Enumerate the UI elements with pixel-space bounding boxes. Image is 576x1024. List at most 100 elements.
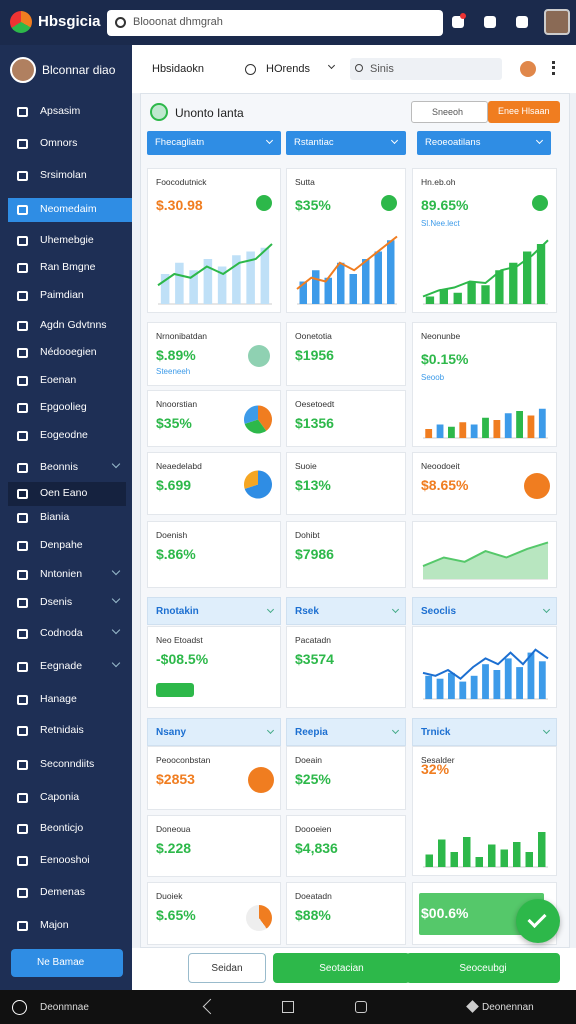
top-icon[interactable] [484,16,496,28]
bar [493,670,501,699]
nav-icon [17,598,28,608]
back-button[interactable] [202,998,219,1015]
filter-dropdown[interactable]: Fhecagliatn [147,131,281,155]
tab-chevron [327,61,336,70]
sub-menu[interactable] [552,61,555,75]
section-header[interactable]: Reepia [286,718,406,746]
sub-search-text: Sinis [370,63,394,75]
nav-item[interactable]: Biania [0,506,132,530]
card: Hn.eb.oh 89.65% Sl.Nee.lect [412,168,557,313]
nav-item[interactable]: Caponia [0,786,132,810]
nav-item[interactable]: Srsimolan [0,164,132,188]
filter-dropdown[interactable]: Reoeoatilans [417,131,551,155]
section-header[interactable]: Rnotakin [147,597,281,625]
nav-item[interactable]: Paimdian [0,284,132,308]
section-header[interactable]: Seoclis [412,597,557,625]
filter-dropdown[interactable]: Rstantiac [286,131,406,155]
card-icon [524,473,550,499]
nav-item[interactable]: Codnoda [0,622,132,646]
search-box[interactable]: Blooonat dhmgrah [107,10,443,36]
line [422,239,549,298]
notif-dot [460,13,466,19]
top-icon[interactable] [452,16,464,28]
card-value: $.89% [156,347,196,363]
nav-item[interactable]: Seconndiits [0,753,132,777]
nav-item[interactable]: Dsenis [0,591,132,615]
nav-bar: Deonmnae Deonennan [0,990,576,1024]
card-value: $00.6% [421,905,469,921]
line [422,648,549,680]
nav-item[interactable]: Neomedaim [8,198,132,222]
section-title: Trnick [421,727,451,738]
bar [260,247,270,304]
nav-item[interactable]: Agdn Gdvtnns [0,314,132,338]
bar [439,289,448,304]
nav-icon [17,760,28,770]
section-title: Nsany [156,727,187,738]
nav-item[interactable]: Eogeodne [0,424,132,448]
section-header[interactable]: Nsany [147,718,281,746]
nav-item[interactable]: Beonticjo [0,817,132,841]
bar [527,652,535,699]
bar [324,277,332,304]
recents-button[interactable] [282,1001,294,1013]
nav-item[interactable]: Majon [0,914,132,938]
section-header[interactable]: Trnick [412,718,557,746]
bar [438,839,446,867]
bar [500,849,508,867]
panel-button[interactable]: Enee Hlsaan [488,101,560,123]
nav-item[interactable]: Hanage [0,688,132,712]
nav-item[interactable]: Omnors [0,132,132,156]
pie-slice [244,470,258,489]
nav-icon [17,291,28,301]
section-header[interactable]: Rsek [286,597,406,625]
nav-item[interactable]: Eenooshoi [0,849,132,873]
nav-item[interactable]: Eegnade [0,655,132,679]
nav-icon [17,888,28,898]
nav-item[interactable]: Nédooegien [0,341,132,365]
new-button[interactable]: Ne Bamae [11,949,123,977]
bar [481,285,490,304]
panel-icon [150,103,168,121]
nav-item[interactable]: Epgoolieg [0,396,132,420]
nav-item[interactable]: Denpahe [0,534,132,558]
action-button[interactable]: Seoceubgi [406,953,560,983]
assist-button[interactable] [355,1001,367,1013]
nav-item[interactable]: Oen Eano [8,482,126,506]
action-button[interactable]: Seotacian [273,953,410,983]
bar [337,262,345,304]
avatar[interactable] [544,9,570,35]
nav-item[interactable]: Retnidais [0,719,132,743]
card-label: Doeatadn [295,891,332,901]
nav-right-icon [466,1000,479,1013]
card-value: -$08.5% [156,651,209,667]
nav-label: Epgoolieg [40,401,87,413]
sub-search[interactable]: Sinis [350,58,502,80]
fab-check[interactable] [516,899,560,943]
nav-item[interactable]: Demenas [0,881,132,905]
bar [459,422,467,438]
card-label: Neaedelabd [156,461,202,471]
card-label: Sesalder [421,755,455,765]
card-value: $25% [295,771,331,787]
card-value: $13% [295,477,331,493]
chevron [265,136,274,145]
nav-item[interactable]: Ran Bmgne [0,256,132,280]
card-label: Doooeien [295,824,332,834]
card: Neaedelabd $.699 [147,452,281,515]
home-circle[interactable] [12,1000,27,1015]
bar [516,411,523,438]
nav-label: Srsimolan [40,169,87,181]
top-icon[interactable] [516,16,528,28]
card: Dohibt $7986 [286,521,406,588]
sub-avatar[interactable] [520,61,536,77]
nav-item[interactable]: Beonnis [0,456,132,480]
top-bar: Hbsgicia Blooonat dhmgrah [0,0,576,45]
panel-search[interactable]: Sneeoh [411,101,488,123]
nav-item[interactable]: Apsasim [0,100,132,124]
nav-item[interactable]: Nntonien [0,563,132,587]
nav-item[interactable]: Eoenan [0,369,132,393]
action-button[interactable]: Seidan [188,953,266,983]
nav-item[interactable]: Uhemebgie [0,229,132,253]
nav-label: Biania [40,511,70,523]
